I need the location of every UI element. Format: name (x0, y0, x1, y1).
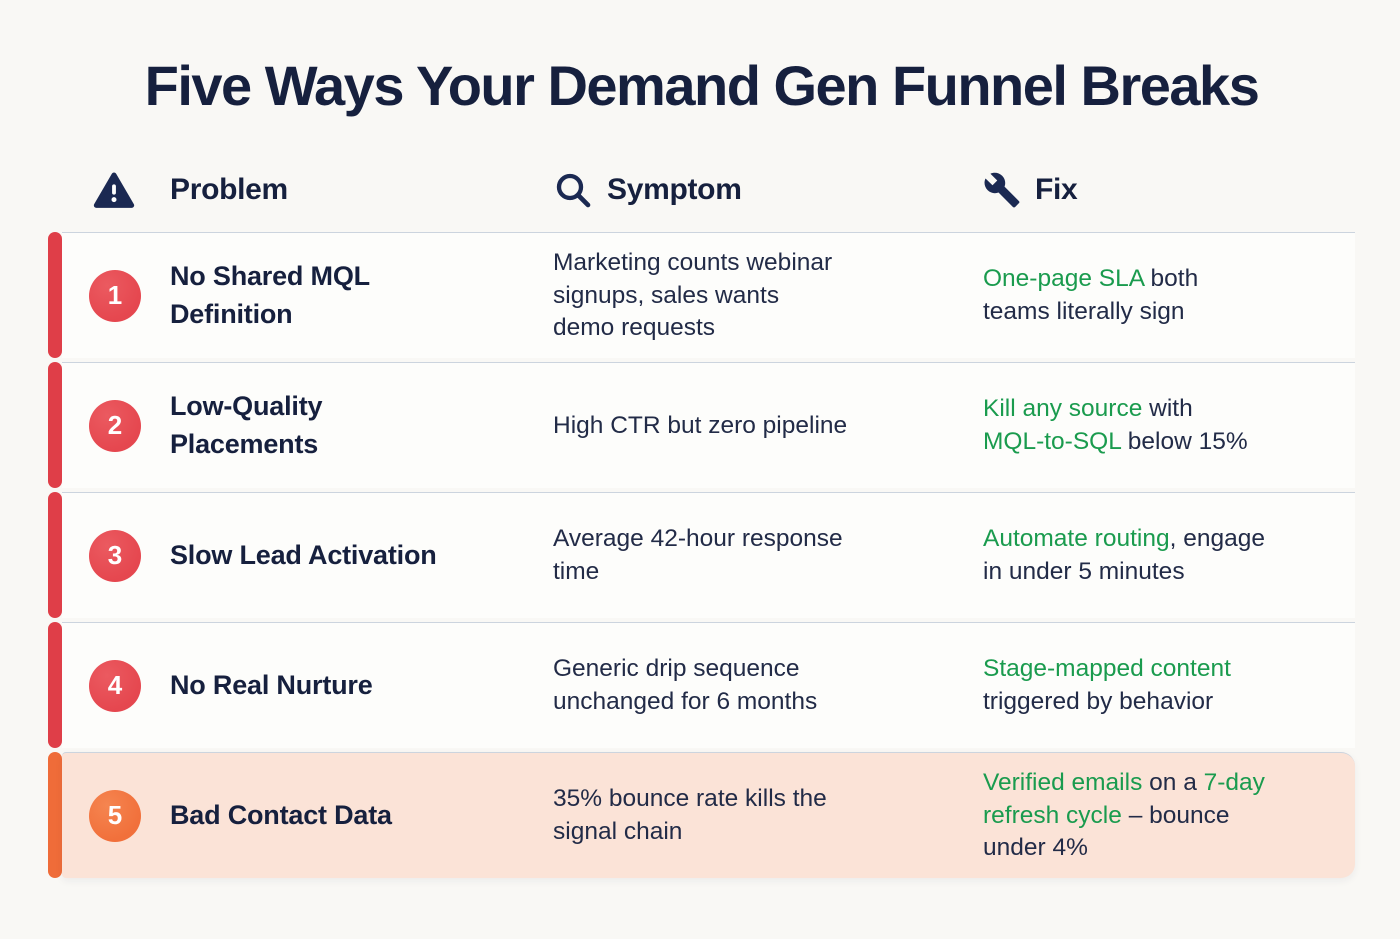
row-number-cell: 1 (89, 269, 170, 322)
fix-text-segment: triggered by behavior (983, 687, 1214, 715)
table-row: 3 Slow Lead Activation Average 42-hour r… (48, 492, 1355, 619)
row-accent-bar (48, 232, 62, 359)
fix-text-segment: Automate routing (983, 525, 1170, 553)
problem-title: No Real Nurture (170, 669, 373, 700)
column-header-symptom: Symptom (607, 173, 742, 207)
symptom-text: Marketing counts webinar signups, sales … (553, 249, 833, 342)
table-body: 1 No Shared MQL Definition Marketing cou… (48, 232, 1355, 879)
symptom-text: Generic drip sequence unchanged for 6 mo… (553, 655, 818, 715)
row-card: 4 No Real Nurture Generic drip sequence … (62, 622, 1355, 749)
table-row: 4 No Real Nurture Generic drip sequence … (48, 622, 1355, 749)
fix-text: Stage-mapped content triggered by behavi… (983, 653, 1335, 718)
fix-text-segment: 7-day refresh cycle (983, 769, 1265, 829)
wrench-icon (983, 171, 1021, 209)
warning-triangle-icon (93, 170, 135, 210)
table-row: 2 Low-Quality Placements High CTR but ze… (48, 362, 1355, 489)
fix-text-segment: Verified emails (983, 769, 1143, 797)
column-header-problem: Problem (170, 173, 288, 207)
row-number-badge: 5 (89, 789, 141, 842)
row-number-cell: 2 (89, 399, 170, 452)
fix-text-segment: both teams literally sign (983, 265, 1199, 325)
fix-text-segment: with (1149, 395, 1193, 423)
row-number-badge: 1 (89, 269, 141, 322)
symptom-text: High CTR but zero pipeline (553, 411, 848, 439)
symptom-text: 35% bounce rate kills the signal chain (553, 785, 827, 845)
fix-text: Verified emails on a 7-day refresh cycle… (983, 767, 1335, 865)
row-accent-bar (48, 622, 62, 749)
fix-text-segment: on a (1142, 769, 1204, 797)
table-row: 1 No Shared MQL Definition Marketing cou… (48, 232, 1355, 359)
fix-text-segment: One-page SLA (983, 265, 1144, 293)
fix-text-segment: below 15% (1120, 427, 1248, 455)
row-accent-bar (48, 362, 62, 489)
row-accent-bar (48, 752, 62, 879)
fix-text: Kill any source with MQL-to-SQL below 15… (983, 393, 1335, 458)
fix-text-segment: Kill any source (983, 395, 1143, 423)
fix-text-segment: Stage-mapped content (983, 655, 1231, 683)
search-icon (553, 170, 593, 210)
row-card: 3 Slow Lead Activation Average 42-hour r… (62, 492, 1355, 619)
fix-text-segment: – bounce under 4% (983, 801, 1230, 862)
row-number-cell: 3 (89, 529, 170, 582)
header-cell-fix: Fix (983, 171, 1355, 209)
header-cell-problem-icon (89, 170, 170, 210)
table-row: 5 Bad Contact Data 35% bounce rate kills… (48, 752, 1355, 879)
fix-text: Automate routing, engage in under 5 minu… (983, 523, 1335, 588)
row-card: 2 Low-Quality Placements High CTR but ze… (62, 362, 1355, 489)
header-cell-problem: Problem (170, 173, 553, 207)
fix-text: One-page SLA both teams literally sign (983, 263, 1335, 328)
row-number-cell: 5 (89, 789, 170, 842)
row-card: 1 No Shared MQL Definition Marketing cou… (62, 232, 1355, 359)
symptom-text: Average 42-hour response time (553, 525, 843, 585)
fix-text-segment: MQL-to-SQL (983, 427, 1121, 455)
problem-title: No Shared MQL Definition (170, 261, 370, 329)
table-header: Problem Symptom Fix (62, 162, 1355, 218)
header-cell-symptom: Symptom (553, 170, 983, 210)
column-header-fix: Fix (1035, 173, 1078, 207)
row-card: 5 Bad Contact Data 35% bounce rate kills… (62, 752, 1355, 879)
row-number-badge: 3 (89, 529, 141, 582)
problem-title: Slow Lead Activation (170, 539, 437, 570)
row-number-badge: 4 (89, 659, 141, 712)
row-number-badge: 2 (89, 399, 141, 452)
problem-title: Bad Contact Data (170, 799, 392, 830)
row-number-cell: 4 (89, 659, 170, 712)
row-accent-bar (48, 492, 62, 619)
problem-title: Low-Quality Placements (170, 391, 323, 459)
page-title: Five Ways Your Demand Gen Funnel Breaks (144, 54, 1260, 117)
fix-text-segment: , engage in under 5 minutes (983, 525, 1265, 585)
